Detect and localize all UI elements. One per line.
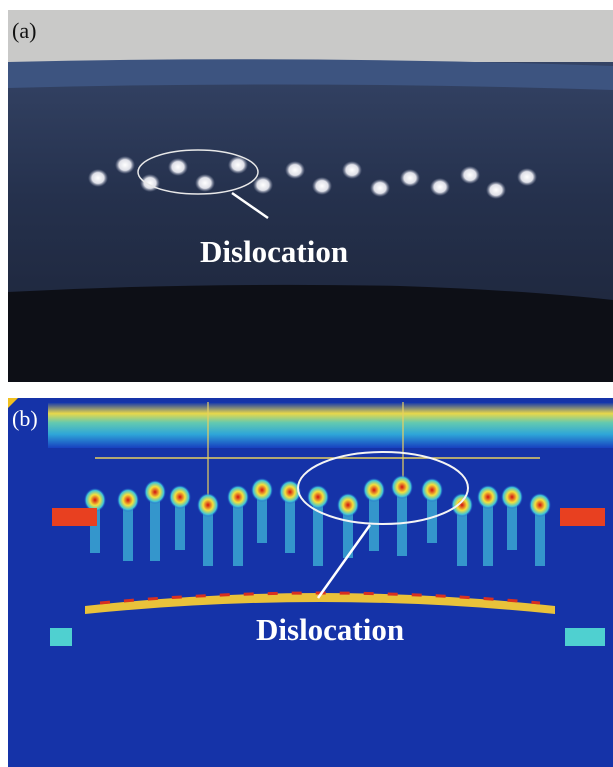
panel-label: (b) [12, 406, 38, 431]
echo-tail [507, 505, 517, 550]
echo-tail [203, 513, 213, 566]
echo-spot [477, 485, 499, 509]
side-echo [560, 508, 605, 526]
echo-tail [397, 495, 407, 556]
echo-spot [391, 475, 413, 499]
panel-a: (a) Dislocation [8, 10, 613, 382]
echo-tail [313, 505, 323, 566]
echo-tail [150, 500, 160, 561]
echo-spot [251, 478, 273, 502]
dark-band [8, 285, 613, 382]
annotation: Dislocation [256, 612, 404, 647]
echo-tail [257, 498, 267, 543]
panel-label: (a) [12, 18, 36, 43]
echo-spot [451, 493, 473, 517]
surface-echo [48, 402, 613, 448]
side-echo [50, 628, 72, 646]
spot [430, 178, 450, 196]
spot [285, 161, 305, 179]
spot [88, 169, 108, 187]
echo-spot [529, 493, 551, 517]
top-band [8, 10, 613, 62]
spot [168, 158, 188, 176]
spot [486, 181, 506, 199]
echo-tail [233, 505, 243, 566]
page: (a) Dislocation (b) Dislocation (() => {… [0, 0, 613, 767]
annotation: Dislocation [200, 234, 348, 269]
spot [400, 169, 420, 187]
echo-tail [285, 500, 295, 553]
spot [312, 177, 332, 195]
echo-spot [197, 493, 219, 517]
side-echo [52, 508, 97, 526]
spot [460, 166, 480, 184]
echo-spot [144, 480, 166, 504]
echo-tail [123, 508, 133, 561]
echo-spot [501, 485, 523, 509]
echo-tail [483, 505, 493, 566]
echo-tail [427, 498, 437, 543]
echo-spot [363, 478, 385, 502]
spot [115, 156, 135, 174]
spot [517, 168, 537, 186]
echo-spot [421, 478, 443, 502]
spot [195, 174, 215, 192]
spot [342, 161, 362, 179]
spot [140, 174, 160, 192]
spot [370, 179, 390, 197]
echo-spot [227, 485, 249, 509]
side-echo [565, 628, 605, 646]
echo-tail [175, 505, 185, 550]
echo-spot [307, 485, 329, 509]
panel-b: (b) Dislocation [8, 398, 613, 767]
echo-spot [117, 488, 139, 512]
echo-spot [337, 493, 359, 517]
figure: (a) Dislocation (b) Dislocation [0, 0, 613, 767]
echo-tail [457, 513, 467, 566]
echo-spot [169, 485, 191, 509]
echo-tail [535, 513, 545, 566]
scan-background [8, 398, 613, 767]
